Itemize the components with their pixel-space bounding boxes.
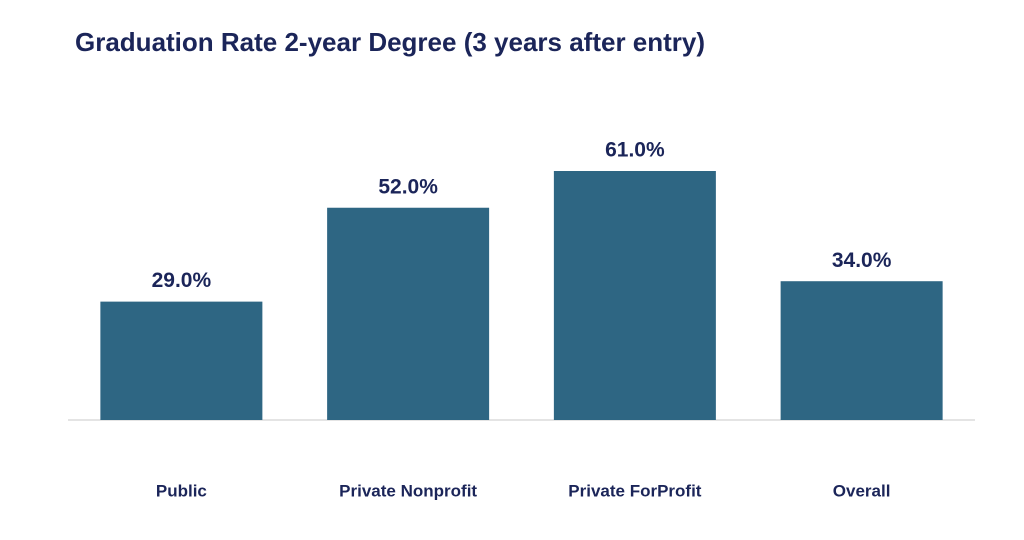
x-tick-label: Overall <box>833 481 891 500</box>
value-label: 52.0% <box>378 175 438 198</box>
value-label: 34.0% <box>832 249 892 272</box>
value-label: 61.0% <box>605 139 665 162</box>
x-tick-label: Private ForProfit <box>568 481 702 500</box>
bar <box>553 171 716 420</box>
bar <box>780 281 943 420</box>
chart-title: Graduation Rate 2-year Degree (3 years a… <box>75 27 705 57</box>
x-tick-label: Private Nonprofit <box>339 481 477 500</box>
bar <box>327 207 490 420</box>
value-label: 29.0% <box>152 269 212 292</box>
bar <box>100 301 263 420</box>
x-tick-label: Public <box>156 481 207 500</box>
